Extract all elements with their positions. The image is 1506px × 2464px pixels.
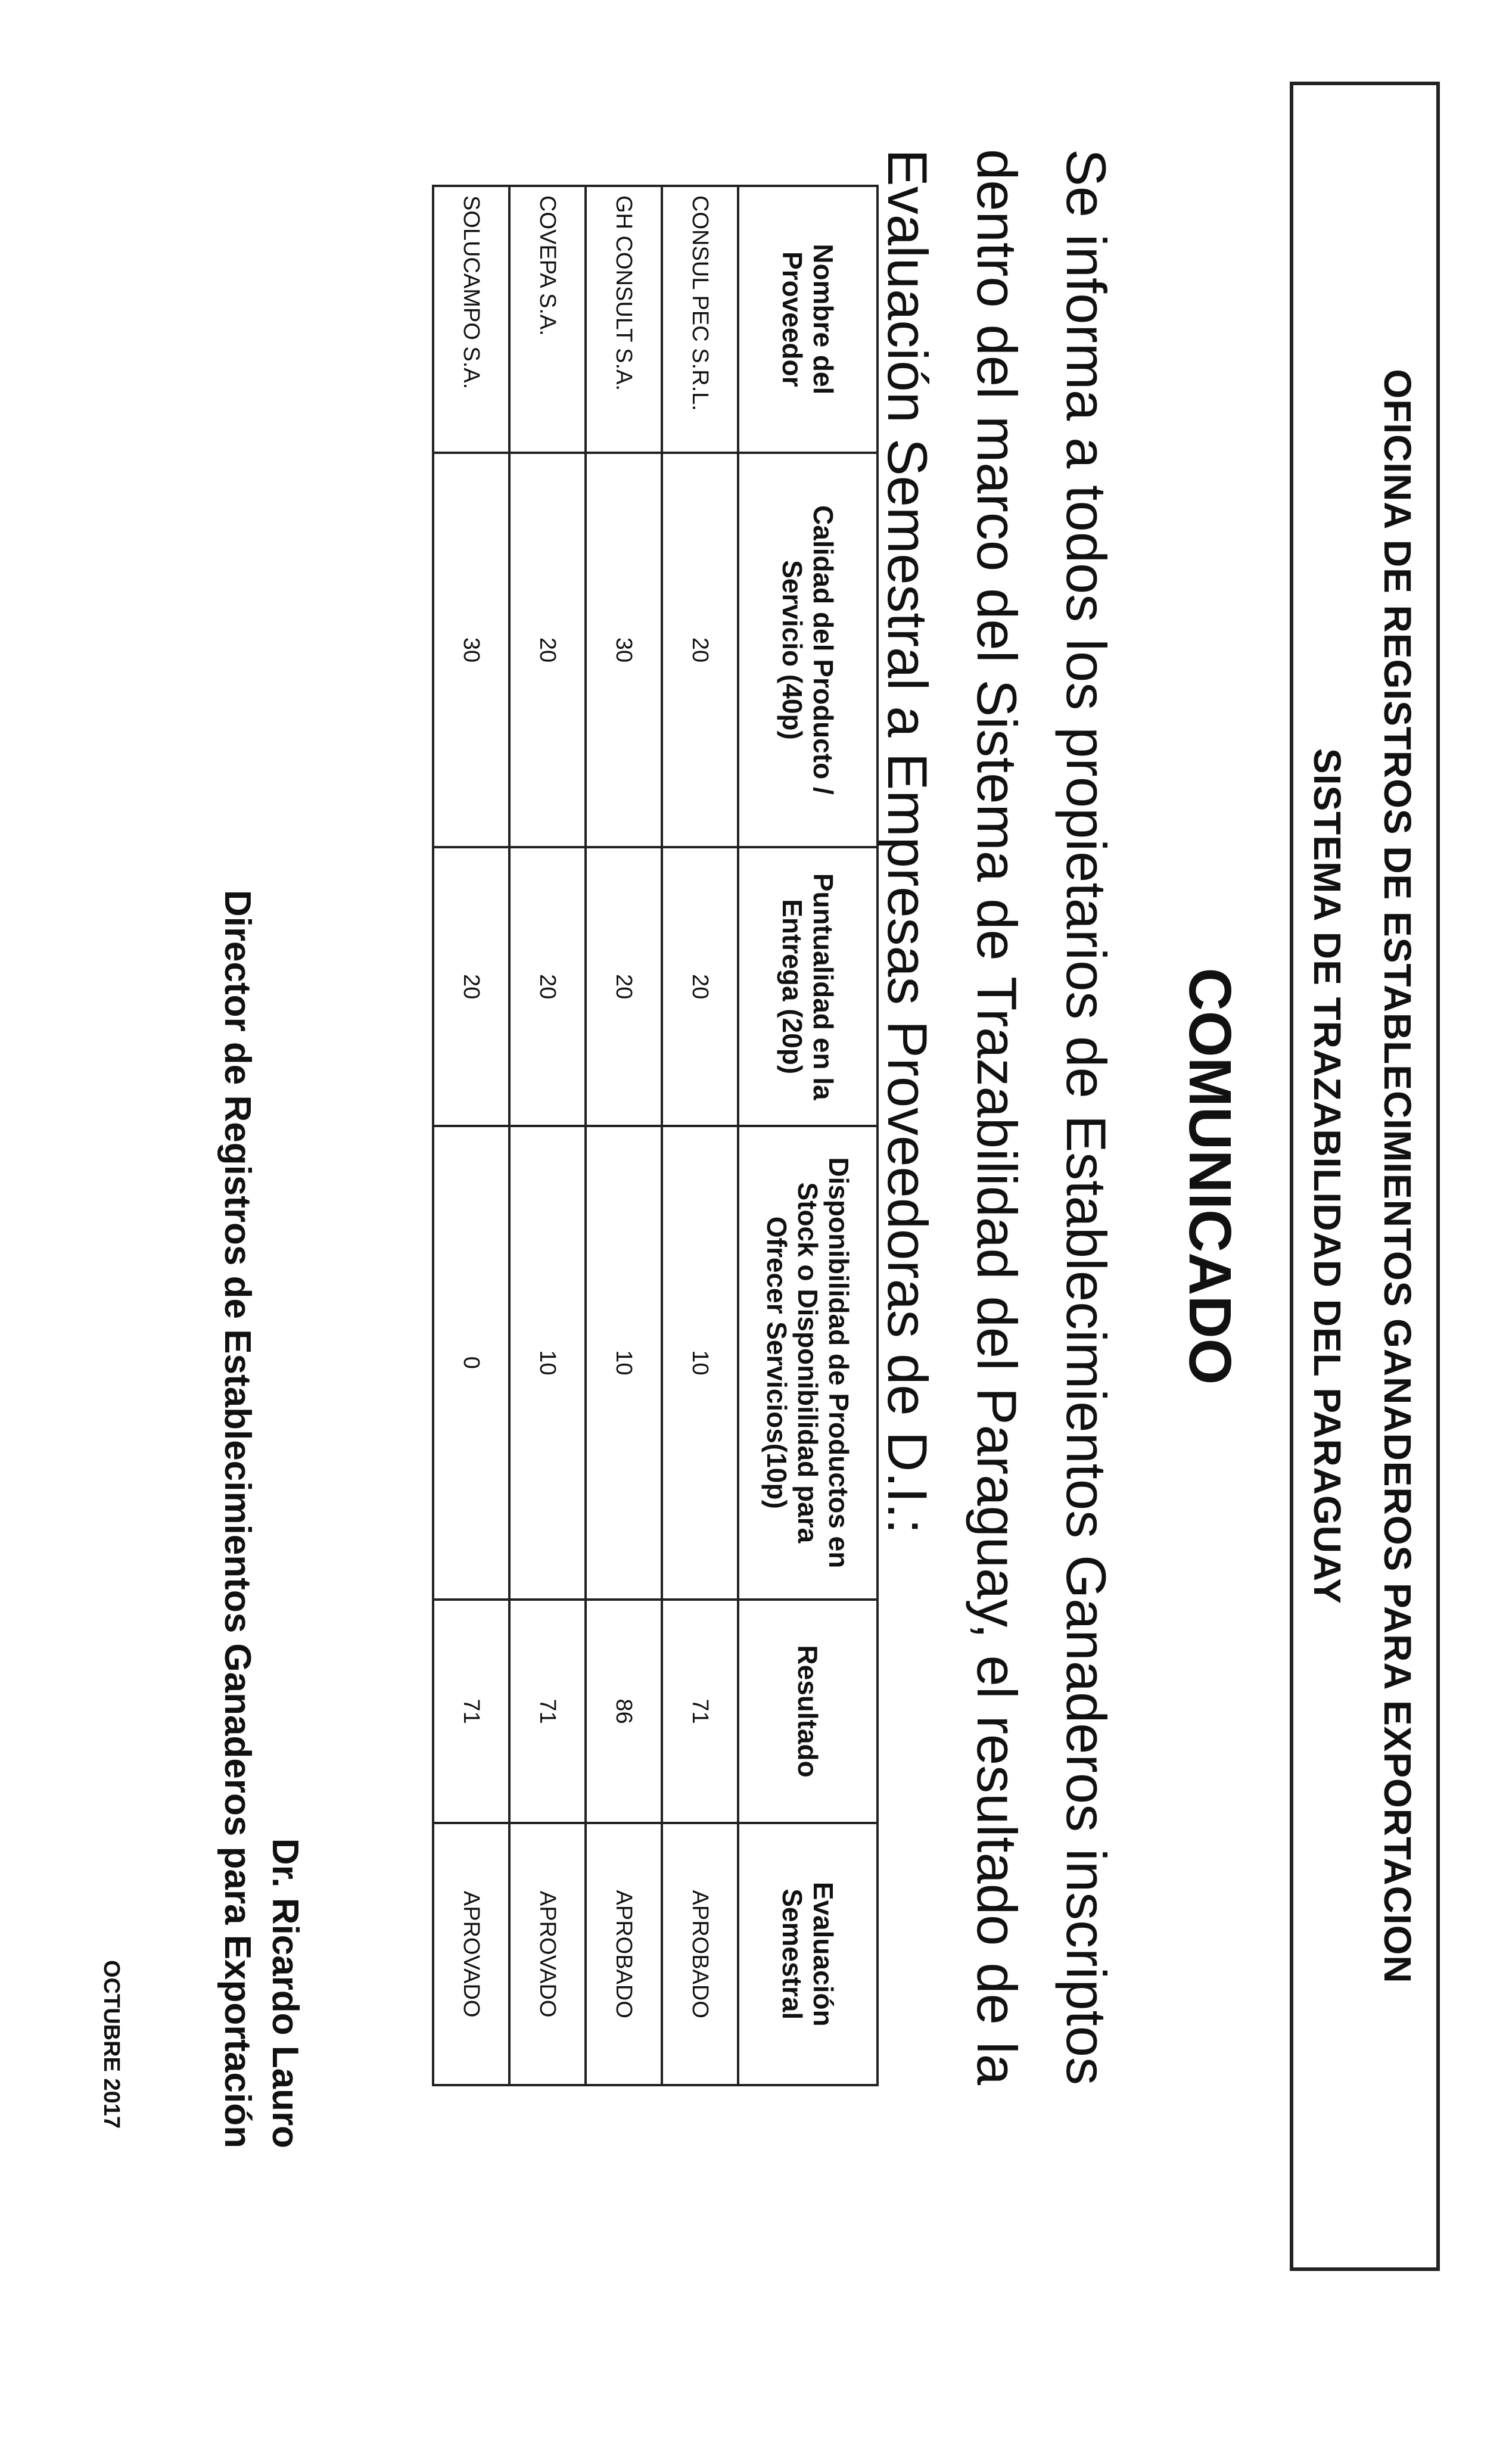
signatory-name: Dr. Ricardo Lauro (265, 1838, 306, 2148)
table-cell: 10 (509, 1125, 586, 1600)
table-row: GH CONSULT S.A. 30 20 10 86 APROBADO (586, 186, 662, 2085)
table-cell: 10 (662, 1125, 738, 1600)
table-cell: 20 (662, 452, 738, 848)
table-header-row: Nombre del Proveedor Calidad del Product… (738, 186, 878, 2085)
body-paragraph: Se informa a todos los propietarios de E… (876, 149, 1118, 2085)
document-date: OCTUBRE 2017 (99, 1960, 124, 2129)
table-cell: 0 (433, 1125, 509, 1600)
column-header: Calidad del Producto / Servicio (40p) (738, 452, 878, 848)
table-row: CONSUL PEC S.R.L. 20 20 10 71 APROBADO (662, 186, 738, 2085)
table-cell: APROVADO (509, 1823, 586, 2085)
table-row: COVEPA S.A. 20 20 10 71 APROVADO (509, 186, 586, 2085)
provider-name-cell: COVEPA S.A. (509, 186, 586, 453)
table-row: SOLUCAMPO S.A. 30 20 0 71 APROVADO (433, 186, 509, 2085)
table-cell: 71 (509, 1599, 586, 1824)
table-cell: 20 (662, 847, 738, 1126)
provider-name-cell: SOLUCAMPO S.A. (433, 186, 509, 453)
column-header: Puntualidad en la Entrega (20p) (738, 847, 878, 1126)
table-cell: 10 (586, 1125, 662, 1600)
signature-block: Dr. Ricardo Lauro Director de Registros … (213, 890, 309, 2148)
column-header: Resultado (738, 1599, 878, 1824)
provider-name-cell: CONSUL PEC S.R.L. (662, 186, 738, 453)
page-title: COMUNICADO (1177, 967, 1243, 1385)
evaluation-table: Nombre del Proveedor Calidad del Product… (432, 185, 879, 2086)
system-title: SISTEMA DE TRAZABILIDAD DEL PARAGUAY (1306, 748, 1349, 1604)
column-header: Nombre del Proveedor (738, 186, 878, 453)
table-cell: 20 (433, 847, 509, 1126)
table-cell: 20 (586, 847, 662, 1126)
table-cell: 30 (586, 452, 662, 848)
table-cell: 71 (433, 1599, 509, 1824)
table-cell: APROBADO (662, 1823, 738, 2085)
table-cell: APROVADO (433, 1823, 509, 2085)
table-cell: 30 (433, 452, 509, 848)
table-cell: 20 (509, 452, 586, 848)
table-cell: 20 (509, 847, 586, 1126)
provider-name-cell: GH CONSULT S.A. (586, 186, 662, 453)
office-title: OFICINA DE REGISTROS DE ESTABLECIMIENTOS… (1376, 369, 1419, 1984)
table-cell: 86 (586, 1599, 662, 1824)
signatory-role: Director de Registros de Establecimiento… (217, 889, 258, 2148)
table-cell: APROBADO (586, 1823, 662, 2085)
column-header: Evaluación Semestral (738, 1823, 878, 2085)
table-cell: 71 (662, 1599, 738, 1824)
column-header: Disponibilidad de Productos en Stock o D… (738, 1125, 878, 1600)
header-box: OFICINA DE REGISTROS DE ESTABLECIMIENTOS… (1290, 82, 1440, 2271)
